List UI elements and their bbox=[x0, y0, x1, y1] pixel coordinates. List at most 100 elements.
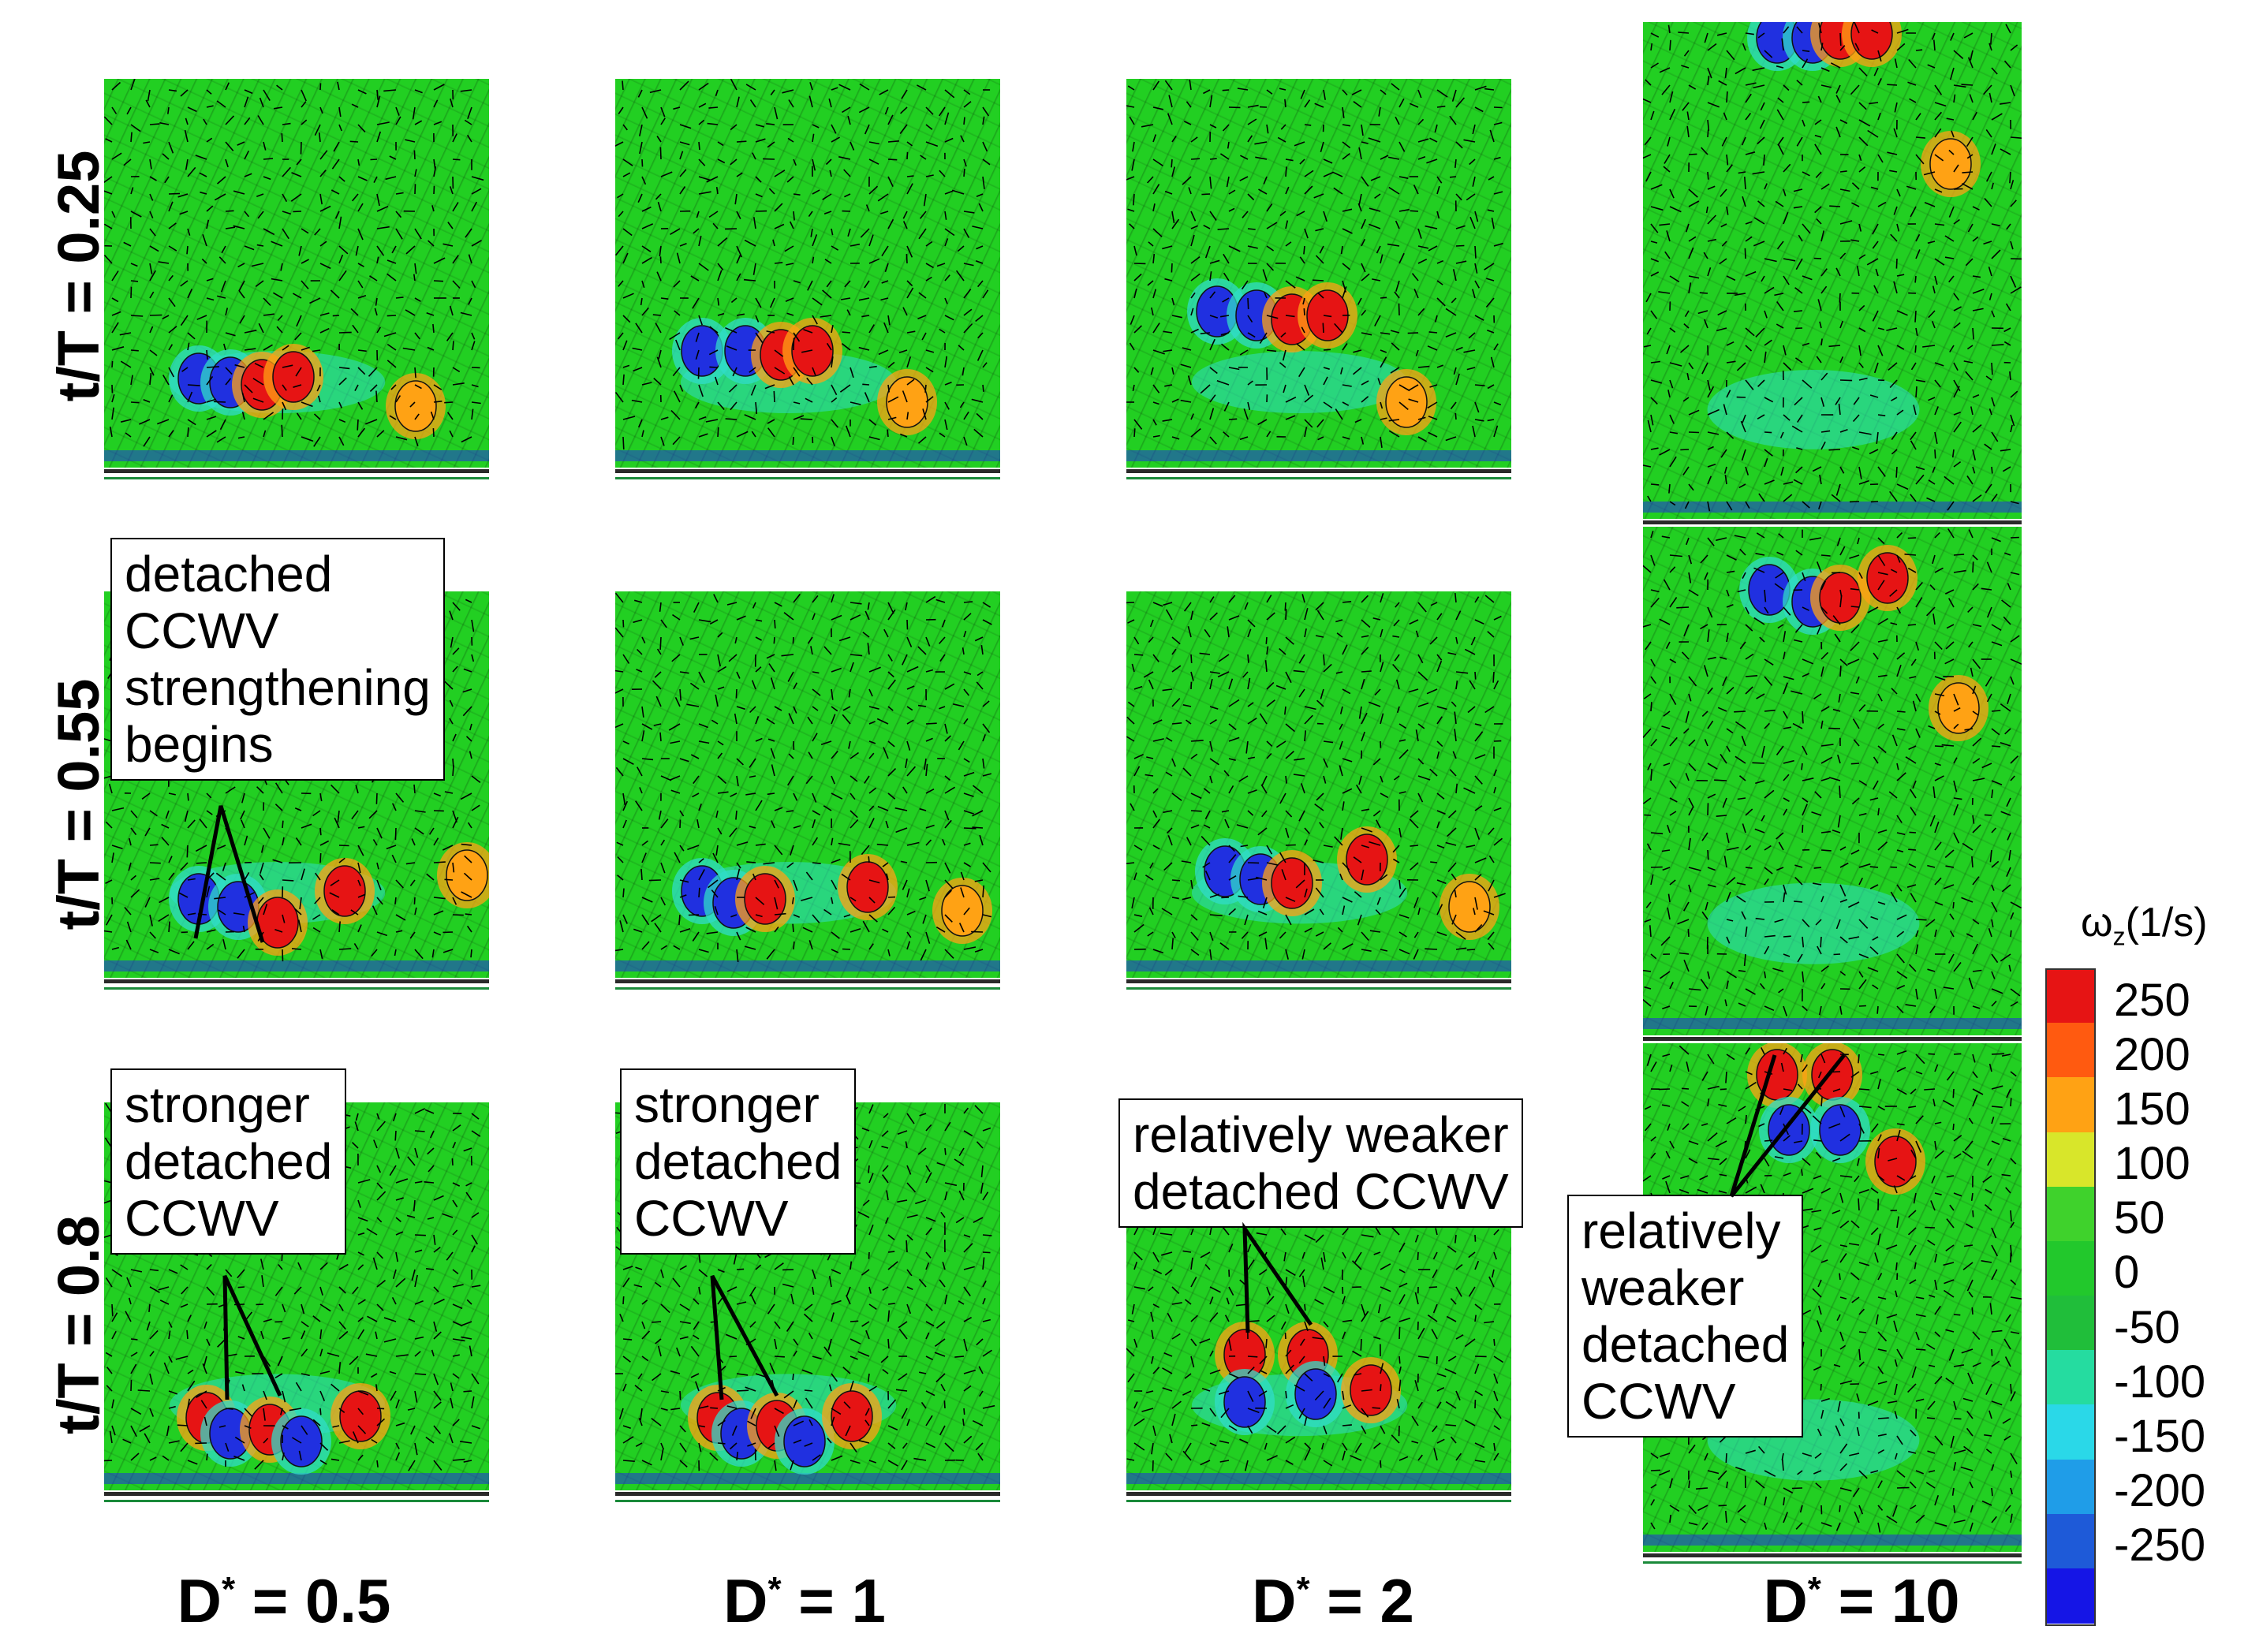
boundary-layer bbox=[615, 960, 1000, 971]
ground-wall-shadow bbox=[104, 477, 489, 479]
colorbar-frame bbox=[2045, 968, 2096, 1626]
ground-wall-shadow bbox=[1126, 1500, 1511, 1502]
cw-vortex bbox=[280, 1415, 323, 1467]
row-label-t025: t/T = 0.25 bbox=[46, 150, 111, 402]
annotation-line: relatively bbox=[1581, 1203, 1781, 1259]
colorbar-swatch bbox=[2045, 1023, 2094, 1079]
ground-wall-shadow bbox=[615, 477, 1000, 479]
annotation-stronger-d1: stronger detached CCWV bbox=[620, 1068, 857, 1255]
colorbar-swatch bbox=[2045, 1459, 2094, 1515]
ground-wall bbox=[1643, 1553, 2022, 1557]
ground-wall bbox=[615, 469, 1000, 473]
vorticity-contours bbox=[1643, 22, 2022, 513]
vorticity-contours bbox=[1126, 1102, 1511, 1484]
shed-vortex bbox=[941, 885, 984, 937]
column-label-d10: D* = 10 bbox=[1763, 1566, 1960, 1635]
row-label-t080: t/T = 0.8 bbox=[46, 1215, 111, 1434]
panel-d05-t025 bbox=[104, 79, 489, 468]
annotation-line: detached bbox=[125, 1133, 333, 1190]
annotation-line: CCWV bbox=[125, 1190, 279, 1247]
ccw-vortex bbox=[1874, 1136, 1917, 1188]
annotation-line: detached bbox=[634, 1133, 842, 1190]
panel-d10-t055 bbox=[1643, 527, 2022, 1035]
cw-vortex bbox=[1768, 1104, 1810, 1156]
boundary-layer bbox=[1643, 1018, 2022, 1029]
colorbar-swatch bbox=[2045, 1404, 2094, 1460]
column-label-d2: D* = 2 bbox=[1252, 1566, 1414, 1635]
ccw-vortex bbox=[1819, 572, 1862, 624]
boundary-layer bbox=[615, 1473, 1000, 1484]
colorbar-tick-label: 50 bbox=[2114, 1192, 2165, 1244]
colorbar-tick-label: 100 bbox=[2114, 1138, 2190, 1190]
boundary-layer bbox=[104, 960, 489, 971]
colorbar-swatch bbox=[2045, 1568, 2094, 1624]
ground-wall bbox=[104, 469, 489, 473]
annotation-line: relatively weaker bbox=[1133, 1106, 1509, 1163]
row-label-t055: t/T = 0.55 bbox=[46, 678, 111, 930]
annotation-line: CCWV bbox=[1581, 1373, 1736, 1430]
colorbar-tick-label: 200 bbox=[2114, 1028, 2190, 1080]
vorticity-contours bbox=[104, 79, 489, 461]
vorticity-contours bbox=[1126, 593, 1511, 971]
ground-wall-shadow bbox=[104, 1500, 489, 1502]
annotation-weaker-d2: relatively weaker detached CCWV bbox=[1118, 1098, 1523, 1228]
ground-wall bbox=[1643, 520, 2022, 524]
colorbar-swatch bbox=[2045, 1240, 2094, 1296]
ccw-vortex bbox=[1866, 552, 1909, 604]
ground-wall bbox=[104, 1492, 489, 1496]
column-label-d05: D* = 0.5 bbox=[177, 1566, 391, 1635]
shed-vortex bbox=[1385, 376, 1428, 428]
boundary-layer bbox=[1643, 1535, 2022, 1546]
colorbar-swatch bbox=[2045, 1296, 2094, 1352]
ground-wall-shadow bbox=[1126, 987, 1511, 990]
vorticity-contours bbox=[615, 79, 1000, 461]
ccw-vortex bbox=[1811, 1049, 1854, 1101]
colorbar-swatch bbox=[2045, 1186, 2094, 1242]
panel-d2-t025 bbox=[1126, 79, 1511, 468]
shed-vortex bbox=[394, 380, 437, 432]
annotation-line: detached bbox=[125, 546, 333, 602]
colorbar-swatch bbox=[2045, 1077, 2094, 1133]
cw-vortex bbox=[1819, 1104, 1862, 1156]
annotation-line: strengthening bbox=[125, 659, 431, 716]
ccw-vortex bbox=[846, 861, 889, 913]
velocity-vectors bbox=[1126, 79, 1503, 449]
ground-wall-shadow bbox=[615, 987, 1000, 990]
vorticity-contours bbox=[104, 1102, 489, 1484]
wake-region bbox=[1707, 882, 1920, 964]
colorbar-swatch bbox=[2045, 968, 2094, 1024]
boundary-layer bbox=[1643, 502, 2022, 513]
annotation-stronger-d05: stronger detached CCWV bbox=[110, 1068, 347, 1255]
velocity-vectors bbox=[1126, 593, 1506, 960]
ccw-vortex bbox=[1850, 22, 1893, 60]
annotation-line: CCWV bbox=[125, 602, 279, 659]
velocity-vectors bbox=[615, 592, 992, 962]
colorbar-tick-label: 150 bbox=[2114, 1083, 2190, 1135]
annotation-line: detached CCWV bbox=[1133, 1163, 1509, 1220]
colorbar-swatch bbox=[2045, 1132, 2094, 1188]
ground-wall bbox=[1126, 979, 1511, 983]
colorbar-tick-label: -150 bbox=[2114, 1410, 2206, 1462]
velocity-vectors bbox=[1643, 22, 2022, 512]
panel-d1-t025 bbox=[615, 79, 1000, 468]
wake-region bbox=[1191, 351, 1408, 413]
vorticity-contours bbox=[615, 592, 1000, 971]
boundary-layer bbox=[1126, 960, 1511, 971]
ccw-vortex bbox=[831, 1390, 873, 1442]
ground-wall-shadow bbox=[1643, 1561, 2022, 1564]
ground-wall-shadow bbox=[615, 1500, 1000, 1502]
annotation-weaker-d10: relatively weaker detached CCWV bbox=[1567, 1195, 1804, 1438]
panel-d2-t055 bbox=[1126, 591, 1511, 978]
ground-wall bbox=[1643, 1037, 2022, 1041]
colorbar-tick-label: -50 bbox=[2114, 1301, 2180, 1353]
ground-wall bbox=[1126, 469, 1511, 473]
vorticity-contours bbox=[1126, 79, 1511, 461]
annotation-line: begins bbox=[125, 716, 274, 773]
annotation-strengthening-begins: detached CCWV strengthening begins bbox=[110, 538, 445, 781]
cw-vortex bbox=[1223, 1376, 1266, 1428]
column-label-d1: D* = 1 bbox=[723, 1566, 886, 1635]
ground-wall bbox=[615, 979, 1000, 983]
ccw-vortex bbox=[272, 351, 315, 403]
vorticity-contours bbox=[1643, 528, 2022, 1029]
cw-vortex bbox=[783, 1415, 826, 1467]
